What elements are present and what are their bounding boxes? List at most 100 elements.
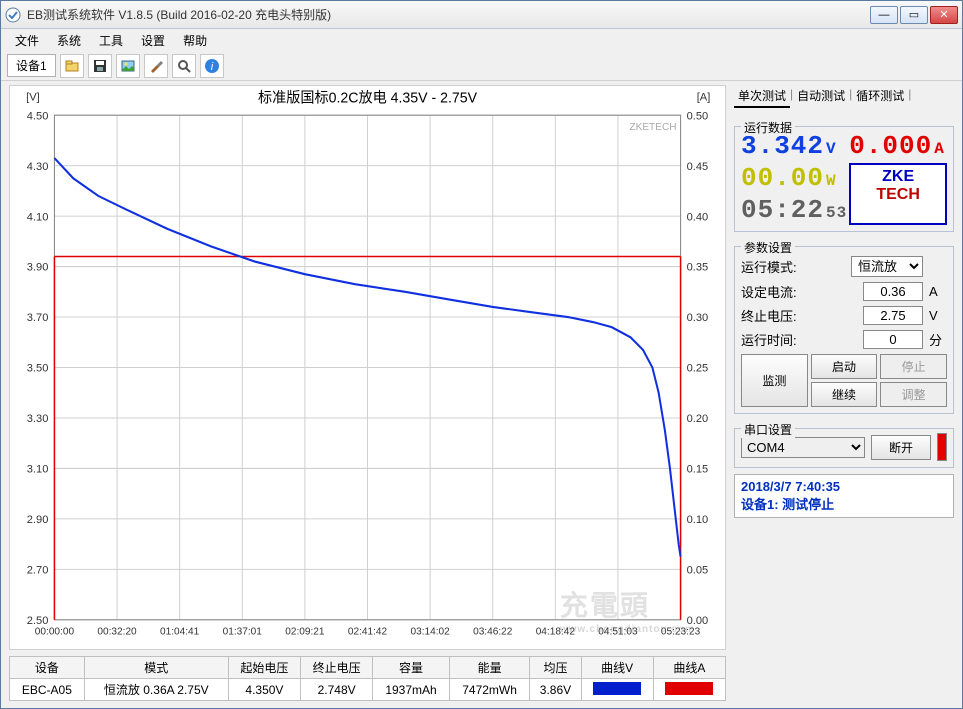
- params-title: 参数设置: [741, 239, 795, 256]
- titlebar[interactable]: EB测试系统软件 V1.8.5 (Build 2016-02-20 充电头特别版…: [1, 1, 962, 29]
- close-button[interactable]: ✕: [930, 6, 958, 24]
- row-mode: 运行模式: 恒流放: [741, 256, 947, 277]
- right-tabs: 单次测试| 自动测试| 循环测试|: [734, 85, 954, 108]
- results-header-row: 设备 模式 起始电压 终止电压 容量 能量 均压 曲线V 曲线A: [10, 657, 726, 679]
- continue-button[interactable]: 继续: [811, 382, 878, 407]
- chart-area: 2.50 2.70 2.90 3.10 3.30 3.50 3.70 3.90 4.10 4.30…: [9, 85, 726, 650]
- menu-system[interactable]: 系统: [49, 30, 89, 51]
- th-vavg: 均压: [530, 657, 581, 679]
- image-icon[interactable]: [116, 54, 140, 78]
- app-icon: [5, 7, 21, 23]
- adjust-button[interactable]: 调整: [880, 382, 947, 407]
- svg-text:0.10: 0.10: [687, 514, 709, 526]
- svg-text:3.70: 3.70: [27, 312, 49, 324]
- start-button[interactable]: 启动: [811, 354, 878, 379]
- save-icon[interactable]: [88, 54, 112, 78]
- svg-text:4.50: 4.50: [27, 110, 49, 122]
- td-vend: 2.748V: [301, 679, 373, 701]
- svg-text:2.50: 2.50: [27, 615, 49, 627]
- serial-panel: 串口设置 COM4 断开: [734, 428, 954, 468]
- td-device: EBC-A05: [10, 679, 85, 701]
- svg-text:3.10: 3.10: [27, 463, 49, 475]
- svg-text:0.35: 0.35: [687, 262, 709, 274]
- open-icon[interactable]: [60, 54, 84, 78]
- svg-text:03:46:22: 03:46:22: [473, 626, 513, 637]
- td-mode: 恒流放 0.36A 2.75V: [84, 679, 228, 701]
- svg-text:01:37:01: 01:37:01: [223, 626, 263, 637]
- svg-text:00:32:20: 00:32:20: [97, 626, 137, 637]
- tools-icon[interactable]: [144, 54, 168, 78]
- th-curve-v: 曲线V: [581, 657, 653, 679]
- menu-file[interactable]: 文件: [7, 30, 47, 51]
- svg-text:标准版国标0.2C放电 4.35V - 2.75V: 标准版国标0.2C放电 4.35V - 2.75V: [258, 89, 477, 106]
- results-table-wrap: 设备 模式 起始电压 终止电压 容量 能量 均压 曲线V 曲线A EBC-A05…: [9, 656, 726, 704]
- svg-text:3.30: 3.30: [27, 413, 49, 425]
- menu-settings[interactable]: 设置: [133, 30, 173, 51]
- menu-help[interactable]: 帮助: [175, 30, 215, 51]
- serial-title: 串口设置: [741, 421, 795, 438]
- svg-text:0.40: 0.40: [687, 211, 709, 223]
- svg-text:3.90: 3.90: [27, 262, 49, 274]
- row-cutoff: 终止电压: V: [741, 306, 947, 325]
- results-table: 设备 模式 起始电压 终止电压 容量 能量 均压 曲线V 曲线A EBC-A05…: [9, 656, 726, 701]
- tab-auto[interactable]: 自动测试: [793, 85, 849, 108]
- svg-text:ZKETECH: ZKETECH: [629, 122, 676, 133]
- th-energy: 能量: [449, 657, 530, 679]
- td-capacity: 1937mAh: [373, 679, 449, 701]
- th-capacity: 容量: [373, 657, 449, 679]
- svg-text:00:00:00: 00:00:00: [35, 626, 75, 637]
- svg-text:0.30: 0.30: [687, 312, 709, 324]
- th-mode: 模式: [84, 657, 228, 679]
- svg-text:02:09:21: 02:09:21: [285, 626, 325, 637]
- row-current: 设定电流: A: [741, 282, 947, 301]
- svg-text:[V]: [V]: [26, 91, 40, 103]
- td-vstart: 4.350V: [228, 679, 300, 701]
- com-port-select[interactable]: COM4: [741, 437, 865, 458]
- reading-current: 0.000A: [849, 131, 947, 161]
- app-window: EB测试系统软件 V1.8.5 (Build 2016-02-20 充电头特别版…: [0, 0, 963, 709]
- cutoff-v-input[interactable]: [863, 306, 923, 325]
- menu-tools[interactable]: 工具: [91, 30, 131, 51]
- svg-text:4.30: 4.30: [27, 161, 49, 173]
- reading-power: 00.00W: [741, 163, 847, 193]
- runtime-input[interactable]: [863, 330, 923, 349]
- svg-text:0.25: 0.25: [687, 363, 709, 375]
- zoom-icon[interactable]: [172, 54, 196, 78]
- td-color-a: [653, 679, 725, 701]
- control-buttons: 启动 停止 监测 继续 调整: [741, 354, 947, 407]
- port-status-indicator: [937, 433, 947, 461]
- svg-text:03:14:02: 03:14:02: [410, 626, 450, 637]
- info-icon[interactable]: i: [200, 54, 224, 78]
- mode-select[interactable]: 恒流放: [851, 256, 923, 277]
- th-vend: 终止电压: [301, 657, 373, 679]
- svg-text:0.20: 0.20: [687, 413, 709, 425]
- svg-text:0.45: 0.45: [687, 161, 709, 173]
- device-tab[interactable]: 设备1: [7, 54, 56, 77]
- svg-text:4.10: 4.10: [27, 211, 49, 223]
- window-buttons: — ▭ ✕: [870, 6, 958, 24]
- svg-text:01:04:41: 01:04:41: [160, 626, 200, 637]
- status-datetime: 2018/3/7 7:40:35: [741, 479, 947, 494]
- set-current-input[interactable]: [863, 282, 923, 301]
- tab-cycle[interactable]: 循环测试: [852, 85, 908, 108]
- minimize-button[interactable]: —: [870, 6, 898, 24]
- disconnect-button[interactable]: 断开: [871, 435, 931, 460]
- th-vstart: 起始电压: [228, 657, 300, 679]
- watermark: 充電頭 www.chongdiantou.com: [560, 584, 695, 635]
- results-data-row[interactable]: EBC-A05 恒流放 0.36A 2.75V 4.350V 2.748V 19…: [10, 679, 726, 701]
- status-box: 2018/3/7 7:40:35 设备1: 测试停止: [734, 474, 954, 518]
- tab-single[interactable]: 单次测试: [734, 85, 790, 108]
- maximize-button[interactable]: ▭: [900, 6, 928, 24]
- toolbar: 设备1 i: [1, 51, 962, 81]
- chart-svg: 2.50 2.70 2.90 3.10 3.30 3.50 3.70 3.90 4.10 4.30…: [10, 86, 725, 649]
- stop-button[interactable]: 停止: [880, 354, 947, 379]
- svg-text:2.90: 2.90: [27, 514, 49, 526]
- svg-text:0.15: 0.15: [687, 463, 709, 475]
- td-color-v: [581, 679, 653, 701]
- params-panel: 参数设置 运行模式: 恒流放 设定电流: A 终止电压: V 运行时: [734, 246, 954, 414]
- svg-text:3.50: 3.50: [27, 363, 49, 375]
- status-message: 设备1: 测试停止: [741, 494, 947, 513]
- monitor-button[interactable]: 监测: [741, 354, 808, 407]
- window-title: EB测试系统软件 V1.8.5 (Build 2016-02-20 充电头特别版…: [27, 6, 870, 23]
- svg-text:2.70: 2.70: [27, 564, 49, 576]
